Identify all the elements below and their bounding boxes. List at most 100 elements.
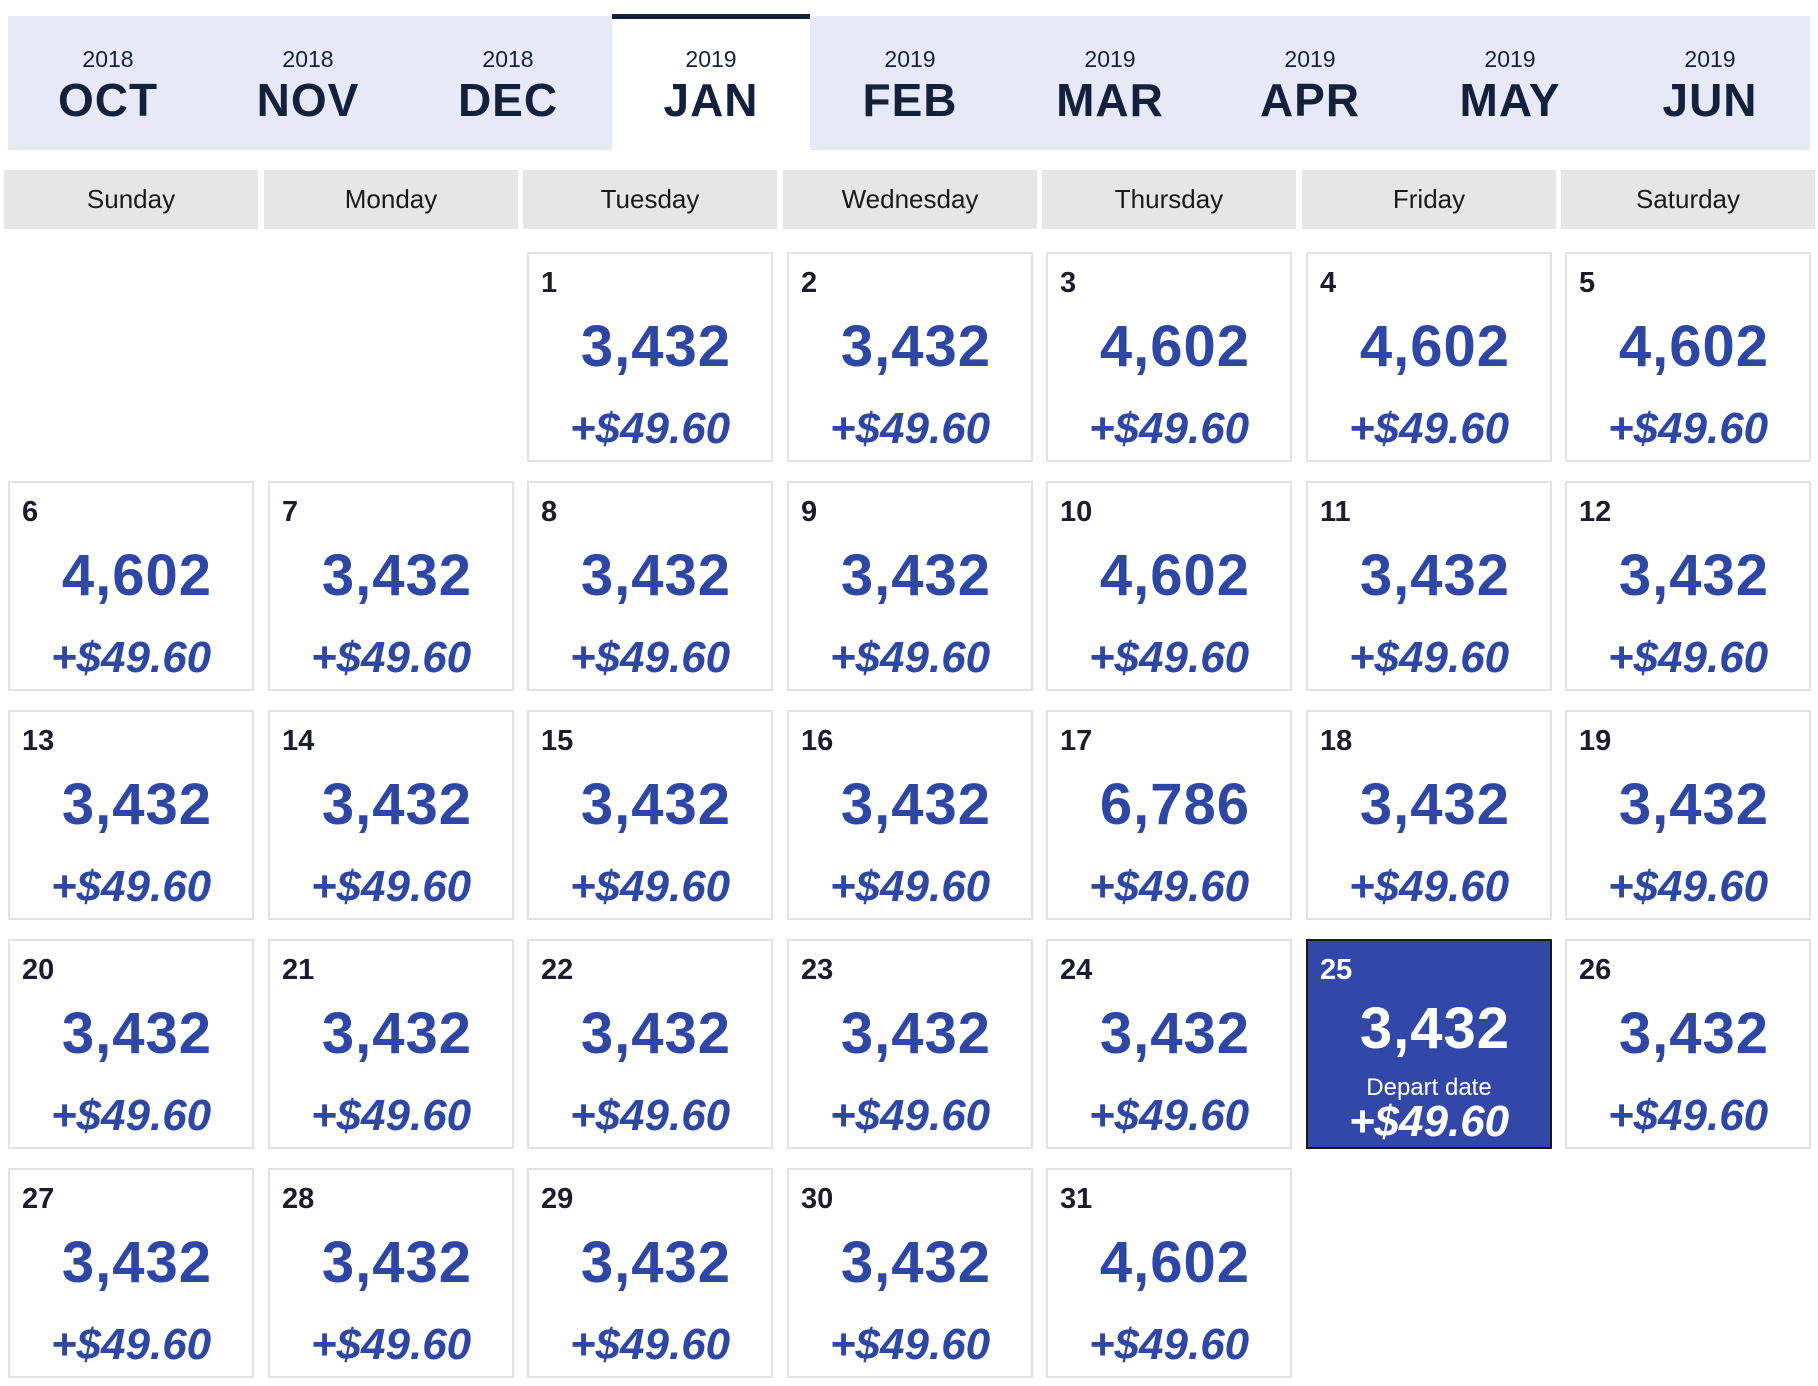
points-price: 3,432 <box>580 543 732 608</box>
day-cell[interactable]: 26 3,432 +$49.60 <box>1565 939 1811 1149</box>
tax-fee: +$49.60 <box>1088 404 1250 453</box>
tax-fee: +$49.60 <box>310 1091 472 1140</box>
tax-fee: +$49.60 <box>1348 862 1510 911</box>
weekday-header-sunday: Sunday <box>4 170 258 229</box>
day-number: 2 <box>801 267 818 299</box>
day-number: 3 <box>1060 267 1077 299</box>
day-cell[interactable]: 13 3,432 +$49.60 <box>8 710 254 920</box>
day-cell[interactable]: 23 3,432 +$49.60 <box>787 939 1033 1149</box>
day-cell[interactable]: 24 3,432 +$49.60 <box>1046 939 1292 1149</box>
tax-fee: +$49.60 <box>1088 1320 1250 1369</box>
day-number: 16 <box>801 725 834 757</box>
day-cell[interactable]: 8 3,432 +$49.60 <box>527 481 773 691</box>
day-number: 10 <box>1060 496 1093 528</box>
day-number: 9 <box>801 496 818 528</box>
tax-fee: +$49.60 <box>50 862 212 911</box>
month-name: JAN <box>663 74 759 126</box>
month-tab-apr[interactable]: 2019 APR <box>1210 16 1410 150</box>
month-year: 2019 <box>1484 46 1536 72</box>
points-price: 3,432 <box>321 1001 473 1066</box>
day-cell[interactable]: 27 3,432 +$49.60 <box>8 1168 254 1378</box>
day-number: 1 <box>541 267 558 299</box>
month-tab-feb[interactable]: 2019 FEB <box>810 16 1010 150</box>
month-tab-nov[interactable]: 2018 NOV <box>208 16 408 150</box>
tax-fee: +$49.60 <box>1348 633 1510 682</box>
day-cell[interactable]: 10 4,602 +$49.60 <box>1046 481 1292 691</box>
month-tab-may[interactable]: 2019 MAY <box>1410 16 1610 150</box>
day-cell[interactable]: 3 4,602 +$49.60 <box>1046 252 1292 462</box>
weekday-header-thursday: Thursday <box>1042 170 1296 229</box>
tax-fee: +$49.60 <box>310 862 472 911</box>
points-price: 3,432 <box>321 772 473 837</box>
day-number: 7 <box>282 496 299 528</box>
tax-fee: +$49.60 <box>829 633 991 682</box>
points-price: 3,432 <box>1099 1001 1251 1066</box>
day-number: 28 <box>282 1183 315 1215</box>
day-number: 21 <box>282 954 315 986</box>
day-cell[interactable]: 16 3,432 +$49.60 <box>787 710 1033 920</box>
tax-fee: +$49.60 <box>1607 862 1769 911</box>
month-name: JUN <box>1662 74 1758 126</box>
day-cell[interactable]: 2 3,432 +$49.60 <box>787 252 1033 462</box>
tax-fee: +$49.60 <box>569 633 731 682</box>
day-cell[interactable]: 11 3,432 +$49.60 <box>1306 481 1552 691</box>
weekday-header-monday: Monday <box>264 170 518 229</box>
tax-fee: +$49.60 <box>569 1091 731 1140</box>
tax-fee: +$49.60 <box>1088 1091 1250 1140</box>
day-cell[interactable]: 29 3,432 +$49.60 <box>527 1168 773 1378</box>
day-cell-selected[interactable]: 25 3,432 Depart date +$49.60 <box>1306 939 1552 1149</box>
day-cell[interactable]: 18 3,432 +$49.60 <box>1306 710 1552 920</box>
day-cell[interactable]: 12 3,432 +$49.60 <box>1565 481 1811 691</box>
tax-fee: +$49.60 <box>569 862 731 911</box>
tax-fee: +$49.60 <box>50 1320 212 1369</box>
month-tab-dec[interactable]: 2018 DEC <box>408 16 608 150</box>
day-cell[interactable]: 7 3,432 +$49.60 <box>268 481 514 691</box>
tax-fee: +$49.60 <box>50 633 212 682</box>
month-tab-jun[interactable]: 2019 JUN <box>1610 16 1810 150</box>
month-name: APR <box>1259 74 1361 126</box>
day-cell[interactable]: 21 3,432 +$49.60 <box>268 939 514 1149</box>
day-cell[interactable]: 1 3,432 +$49.60 <box>527 252 773 462</box>
day-cell[interactable]: 6 4,602 +$49.60 <box>8 481 254 691</box>
tax-fee: +$49.60 <box>829 1320 991 1369</box>
points-price: 3,432 <box>1359 772 1511 837</box>
month-year: 2019 <box>685 46 737 72</box>
day-number: 25 <box>1320 954 1353 986</box>
points-price: 3,432 <box>1618 772 1770 837</box>
points-price: 3,432 <box>61 772 213 837</box>
day-cell[interactable]: 5 4,602 +$49.60 <box>1565 252 1811 462</box>
tax-fee: +$49.60 <box>569 404 731 453</box>
tax-fee: +$49.60 <box>1607 1091 1769 1140</box>
day-cell[interactable]: 30 3,432 +$49.60 <box>787 1168 1033 1378</box>
tax-fee: +$49.60 <box>829 1091 991 1140</box>
day-cell[interactable]: 9 3,432 +$49.60 <box>787 481 1033 691</box>
day-cell[interactable]: 28 3,432 +$49.60 <box>268 1168 514 1378</box>
month-year: 2018 <box>482 46 534 72</box>
day-number: 8 <box>541 496 558 528</box>
month-year: 2018 <box>82 46 134 72</box>
month-name: OCT <box>57 74 159 126</box>
day-number: 31 <box>1060 1183 1093 1215</box>
day-cell[interactable]: 22 3,432 +$49.60 <box>527 939 773 1149</box>
month-tab-mar[interactable]: 2019 MAR <box>1010 16 1210 150</box>
month-tab-oct[interactable]: 2018 OCT <box>8 16 208 150</box>
month-tab-jan[interactable]: 2019 JAN <box>612 14 810 152</box>
day-number: 29 <box>541 1183 574 1215</box>
depart-date-label: Depart date <box>1366 1074 1492 1101</box>
day-cell[interactable]: 14 3,432 +$49.60 <box>268 710 514 920</box>
points-price: 4,602 <box>1359 314 1511 379</box>
day-cell[interactable]: 20 3,432 +$49.60 <box>8 939 254 1149</box>
points-price: 3,432 <box>580 314 732 379</box>
weekday-header-tuesday: Tuesday <box>523 170 777 229</box>
day-cell[interactable]: 15 3,432 +$49.60 <box>527 710 773 920</box>
day-cell[interactable]: 4 4,602 +$49.60 <box>1306 252 1552 462</box>
day-cell[interactable]: 17 6,786 +$49.60 <box>1046 710 1292 920</box>
day-cell[interactable]: 19 3,432 +$49.60 <box>1565 710 1811 920</box>
month-name: FEB <box>862 74 958 126</box>
points-price: 3,432 <box>580 1230 732 1295</box>
day-number: 17 <box>1060 725 1093 757</box>
points-price: 3,432 <box>840 1230 992 1295</box>
day-cell[interactable]: 31 4,602 +$49.60 <box>1046 1168 1292 1378</box>
points-price: 3,432 <box>840 543 992 608</box>
points-price: 4,602 <box>61 543 213 608</box>
